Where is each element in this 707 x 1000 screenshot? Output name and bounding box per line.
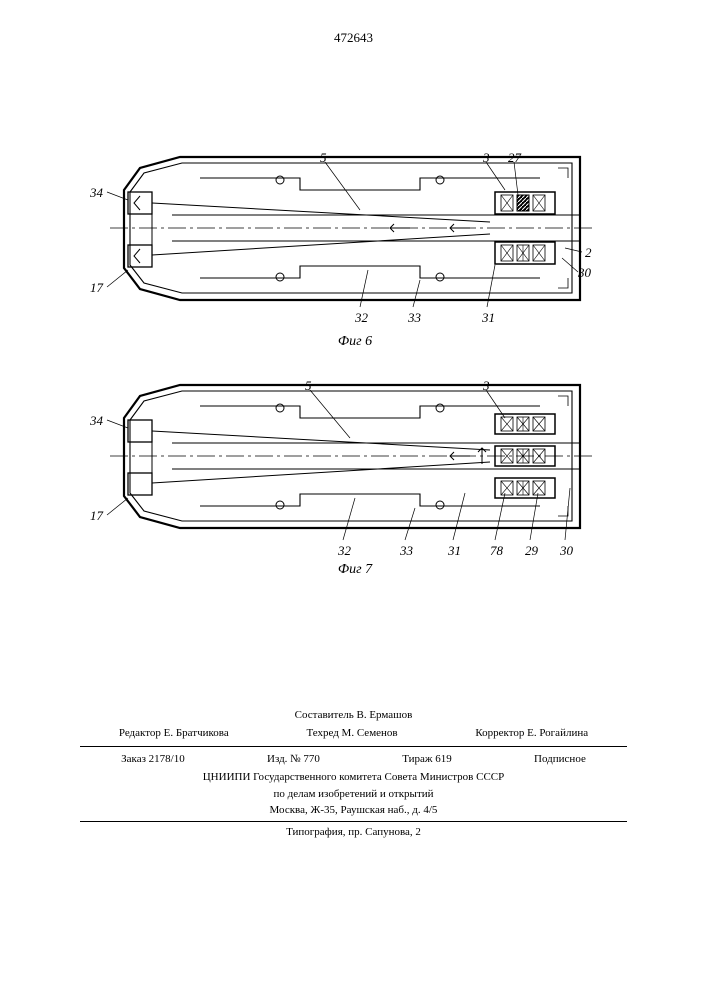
- typography: Типография, пр. Сапунова, 2: [0, 824, 707, 841]
- corrector: Корректор Е. Рогайлина: [475, 725, 588, 742]
- callout-32: 32: [355, 310, 368, 326]
- circulation: Тираж 619: [402, 751, 452, 768]
- figure-6-label: Фиг 6: [110, 334, 600, 350]
- org-line-2: по делам изобретений и открытий: [0, 786, 707, 803]
- callout-2: 2: [585, 245, 592, 261]
- callout-33: 33: [408, 310, 421, 326]
- figure-7: 533417323331782930 Фиг 7: [110, 378, 600, 578]
- callout-33: 33: [400, 543, 413, 559]
- callout-3: 3: [483, 378, 490, 394]
- callout-30: 30: [578, 265, 591, 281]
- order: Заказ 2178/10: [121, 751, 185, 768]
- credits-footer: Составитель В. Ермашов Редактор Е. Братч…: [0, 707, 707, 841]
- subscription: Подписное: [534, 751, 586, 768]
- callout-17: 17: [90, 280, 103, 296]
- callout-78: 78: [490, 543, 503, 559]
- callout-32: 32: [338, 543, 351, 559]
- figure-6-svg: [110, 150, 600, 330]
- callout-29: 29: [525, 543, 538, 559]
- org-line-3: Москва, Ж-35, Раушская наб., д. 4/5: [0, 802, 707, 819]
- figure-7-label: Фиг 7: [110, 562, 600, 578]
- figure-6: 53273417230323331 Фиг 6: [110, 150, 600, 350]
- compiler: Составитель В. Ермашов: [0, 707, 707, 724]
- callout-34: 34: [90, 185, 103, 201]
- org-line-1: ЦНИИПИ Государственного комитета Совета …: [0, 769, 707, 786]
- figure-7-svg: [110, 378, 600, 558]
- callout-5: 5: [320, 150, 327, 166]
- callout-3: 3: [483, 150, 490, 166]
- tech-editor: Техред М. Семенов: [306, 725, 397, 742]
- document-number: 472643: [334, 30, 373, 46]
- callout-5: 5: [305, 378, 312, 394]
- editor: Редактор Е. Братчикова: [119, 725, 229, 742]
- callout-30: 30: [560, 543, 573, 559]
- callout-17: 17: [90, 508, 103, 524]
- callout-31: 31: [448, 543, 461, 559]
- callout-31: 31: [482, 310, 495, 326]
- issue: Изд. № 770: [267, 751, 320, 768]
- callout-34: 34: [90, 413, 103, 429]
- callout-27: 27: [508, 150, 521, 166]
